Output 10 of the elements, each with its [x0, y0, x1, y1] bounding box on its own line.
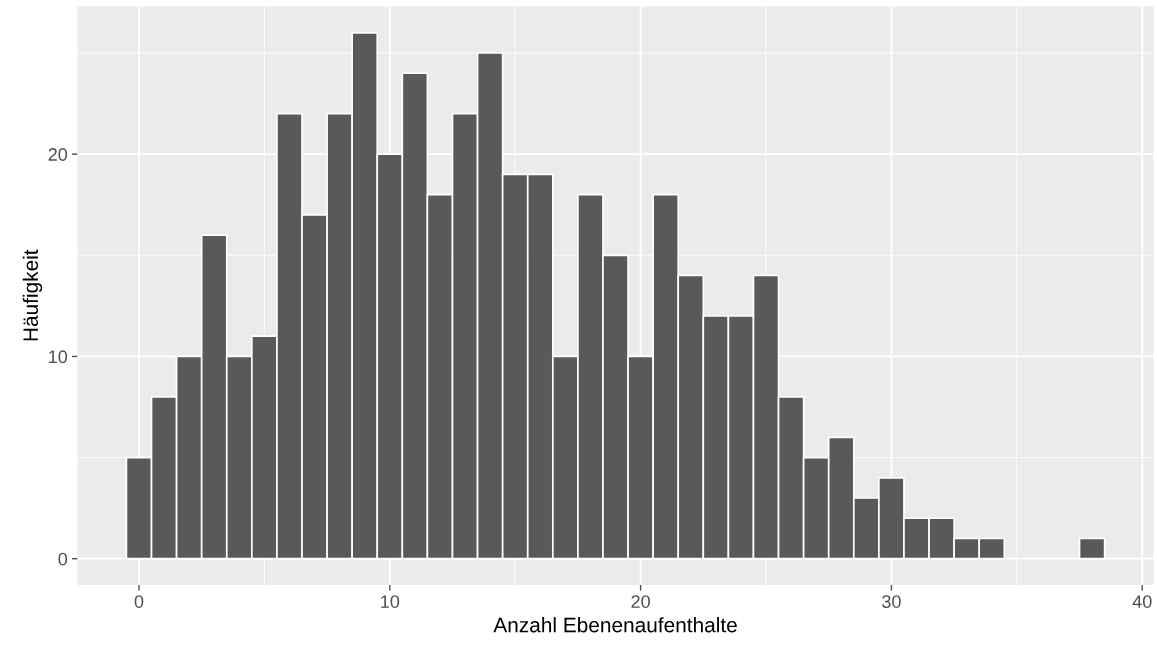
x-tick-label: 30: [882, 595, 901, 608]
x-tick-label: 10: [381, 595, 400, 608]
y-tick-label: 10: [49, 350, 68, 364]
x-tick-label: 40: [1132, 595, 1152, 608]
y-axis-title: Häufigkeit: [22, 249, 43, 341]
y-tick-label: 0: [58, 552, 68, 566]
x-tick-label: 20: [631, 595, 650, 608]
y-tick-label: 20: [48, 148, 68, 161]
x-tick-label: 0: [134, 595, 144, 608]
x-axis-title: Anzahl Ebenenaufenthalte: [493, 617, 737, 633]
